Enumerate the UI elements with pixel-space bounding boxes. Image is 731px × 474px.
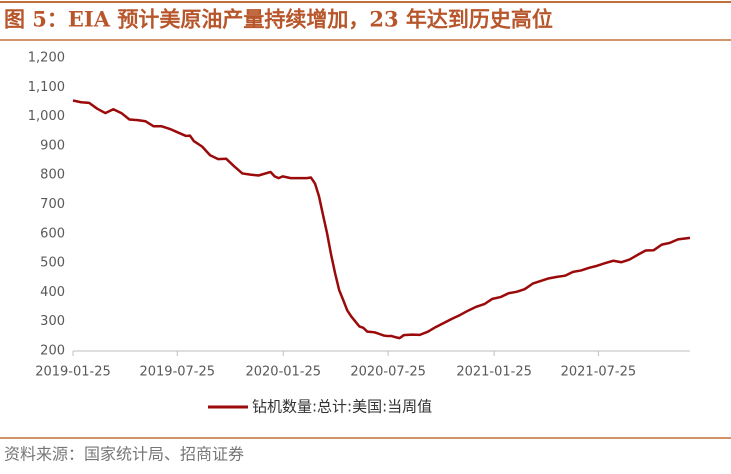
y-tick-label: 900: [40, 138, 65, 153]
y-tick-label: 1,200: [28, 51, 65, 66]
y-tick-label: 1,000: [28, 109, 65, 124]
y-tick-label: 400: [40, 285, 65, 300]
source: 资料来源：国家统计局、招商证券: [4, 445, 244, 464]
y-tick-label: 800: [40, 168, 65, 183]
y-tick-label: 300: [40, 314, 65, 329]
y-tick-label: 500: [40, 256, 65, 271]
y-tick-label: 600: [40, 226, 65, 241]
y-tick-label: 1,100: [28, 80, 65, 95]
x-tick-label: 2021-01-25: [456, 365, 532, 380]
x-tick-label: 2019-07-25: [139, 365, 215, 380]
legend-label: 钻机数量:总计:美国:当周值: [252, 398, 432, 416]
x-tick-label: 2020-07-25: [350, 365, 426, 380]
data-line: [72, 99, 691, 340]
chart-title: 图 5：EIA 预计美原油产量持续增加，23 年达到历史高位: [4, 7, 553, 32]
x-tick-label: 2021-07-25: [561, 365, 637, 380]
y-tick-label: 700: [40, 197, 65, 212]
x-tick-label: 2019-01-25: [35, 365, 111, 380]
y-tick-label: 200: [40, 344, 65, 359]
x-tick-label: 2020-01-25: [245, 365, 321, 380]
